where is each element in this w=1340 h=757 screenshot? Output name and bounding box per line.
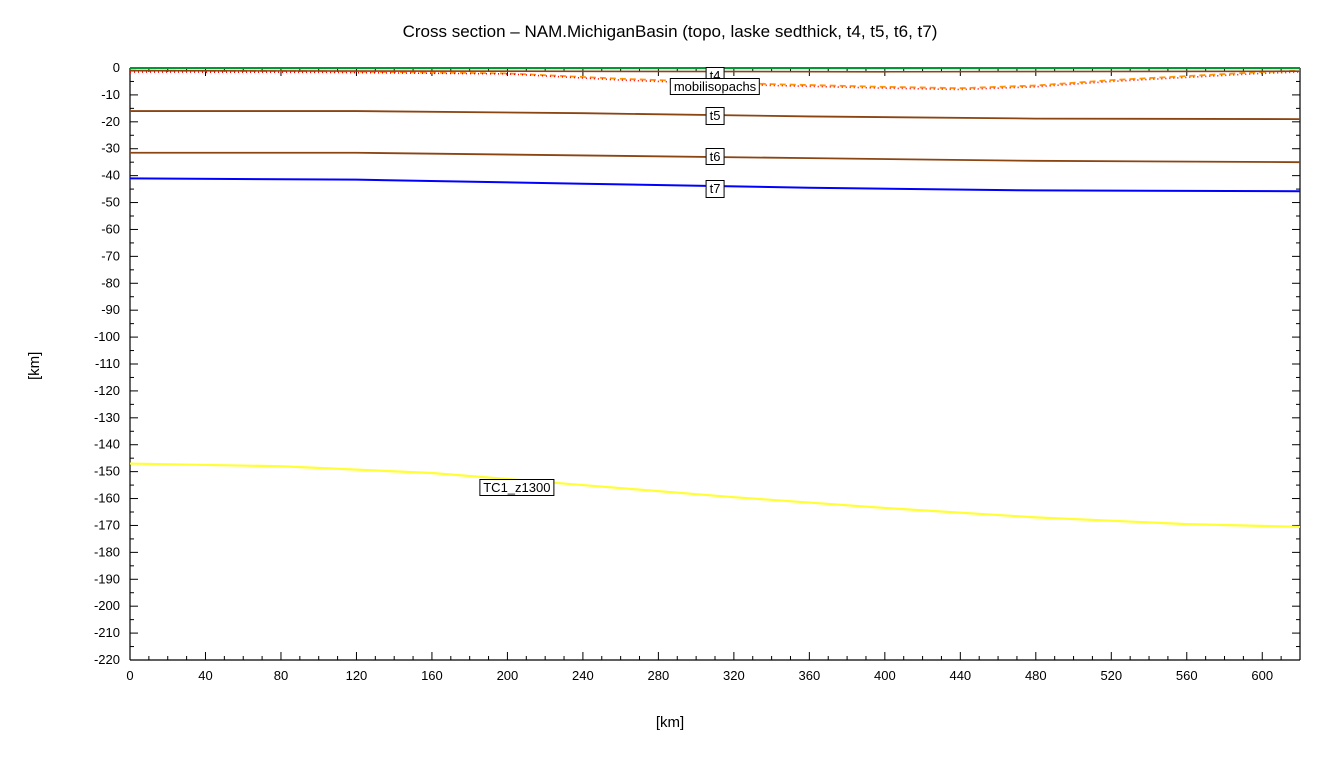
svg-text:-40: -40 (101, 168, 120, 183)
svg-text:360: 360 (799, 668, 821, 683)
svg-text:-60: -60 (101, 221, 120, 236)
label-t7: t7 (706, 180, 725, 198)
svg-text:-210: -210 (94, 625, 120, 640)
svg-text:-160: -160 (94, 491, 120, 506)
svg-text:-10: -10 (101, 87, 120, 102)
svg-text:-20: -20 (101, 114, 120, 129)
chart-container: { "canvas": { "width": 1340, "height": 7… (0, 0, 1340, 757)
svg-text:400: 400 (874, 668, 896, 683)
svg-text:240: 240 (572, 668, 594, 683)
svg-text:-100: -100 (94, 329, 120, 344)
svg-text:-30: -30 (101, 141, 120, 156)
label-TC1_z1300: TC1_z1300 (479, 479, 554, 497)
svg-text:600: 600 (1251, 668, 1273, 683)
svg-text:-130: -130 (94, 410, 120, 425)
label-t5: t5 (706, 107, 725, 125)
svg-text:-150: -150 (94, 464, 120, 479)
svg-text:200: 200 (497, 668, 519, 683)
svg-text:280: 280 (648, 668, 670, 683)
svg-text:-110: -110 (95, 356, 120, 371)
svg-text:-140: -140 (94, 437, 120, 452)
svg-text:40: 40 (198, 668, 212, 683)
svg-text:440: 440 (949, 668, 971, 683)
svg-text:560: 560 (1176, 668, 1198, 683)
svg-text:-180: -180 (94, 544, 120, 559)
svg-text:0: 0 (113, 60, 120, 75)
chart-svg: 0 40 80 120 160 200 240 280 320 360 400 440 480 520 56… (0, 0, 1340, 757)
svg-text:80: 80 (274, 668, 288, 683)
svg-text:-200: -200 (94, 598, 120, 613)
label-t6: t6 (706, 148, 725, 166)
svg-text:-90: -90 (101, 302, 120, 317)
svg-text:-70: -70 (101, 248, 120, 263)
svg-text:320: 320 (723, 668, 745, 683)
svg-text:-120: -120 (94, 383, 120, 398)
svg-text:520: 520 (1100, 668, 1122, 683)
svg-text:480: 480 (1025, 668, 1047, 683)
svg-text:-170: -170 (94, 517, 120, 532)
svg-text:-220: -220 (94, 652, 120, 667)
svg-text:-80: -80 (101, 275, 120, 290)
svg-text:160: 160 (421, 668, 443, 683)
svg-text:-50: -50 (101, 195, 120, 210)
label-mobilisopachs: mobilisopachs (670, 78, 760, 96)
svg-text:-190: -190 (94, 571, 120, 586)
svg-text:120: 120 (346, 668, 368, 683)
series-TC1_z1300 (130, 464, 1300, 527)
svg-text:0: 0 (126, 668, 133, 683)
